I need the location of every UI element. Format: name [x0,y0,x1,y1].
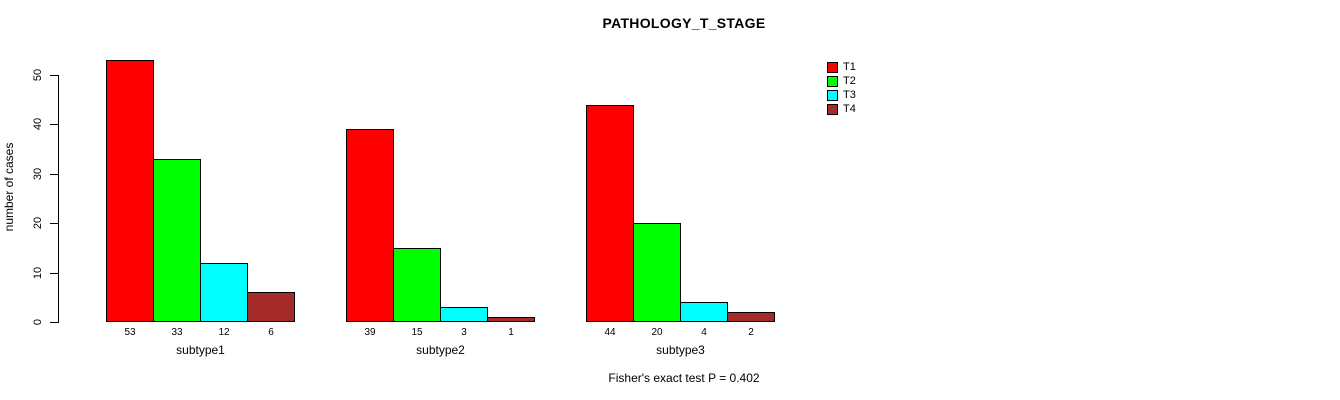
legend-swatch [827,61,838,73]
bar [346,129,394,322]
legend-item: T4 [827,102,856,116]
y-tick-label: 40 [32,117,44,131]
bar-value-label: 2 [748,327,754,338]
bar [487,317,535,322]
bar-value-label: 44 [604,327,616,338]
bar [153,159,201,322]
y-axis-tick [50,322,58,323]
y-axis-tick [50,124,58,125]
bar-value-label: 4 [701,327,707,338]
bar-value-label: 12 [218,327,230,338]
bar [106,60,154,322]
x-category-label: subtype1 [176,343,225,357]
legend-label: T1 [843,60,856,73]
bar-value-label: 15 [411,327,423,338]
legend-item: T1 [827,60,856,74]
bar [586,105,634,322]
legend-swatch [827,103,838,115]
bar [633,223,681,322]
y-tick-label: 20 [32,216,44,230]
y-tick-label: 0 [32,318,44,326]
y-axis-line [58,75,59,323]
bar-value-label: 39 [364,327,376,338]
bar-value-label: 6 [268,327,274,338]
x-category-label: subtype2 [416,343,465,357]
y-axis-tick [50,174,58,175]
legend-swatch [827,75,838,87]
legend-item: T3 [827,88,856,102]
bar [393,248,441,322]
y-tick-label: 30 [32,167,44,181]
bar [200,263,248,322]
legend-swatch [827,89,838,101]
chart-title: PATHOLOGY_T_STAGE [602,15,766,31]
bar [727,312,775,322]
annotation-fisher-test: Fisher's exact test P = 0.402 [608,371,760,385]
legend-label: T2 [843,74,856,87]
y-tick-label: 10 [32,266,44,280]
legend: T1 T2 T3 T4 [827,60,856,116]
bar-value-label: 53 [124,327,136,338]
bar [247,292,295,322]
legend-label: T4 [843,102,856,115]
y-axis-tick [50,223,58,224]
bar-value-label: 33 [171,327,183,338]
legend-label: T3 [843,88,856,101]
y-axis-tick [50,273,58,274]
bar-value-label: 1 [508,327,514,338]
y-axis-tick [50,75,58,76]
legend-item: T2 [827,74,856,88]
bar [680,302,728,322]
bar [440,307,488,322]
y-tick-label: 50 [32,68,44,82]
bar-value-label: 20 [651,327,663,338]
x-category-label: subtype3 [656,343,705,357]
bar-value-label: 3 [461,327,467,338]
